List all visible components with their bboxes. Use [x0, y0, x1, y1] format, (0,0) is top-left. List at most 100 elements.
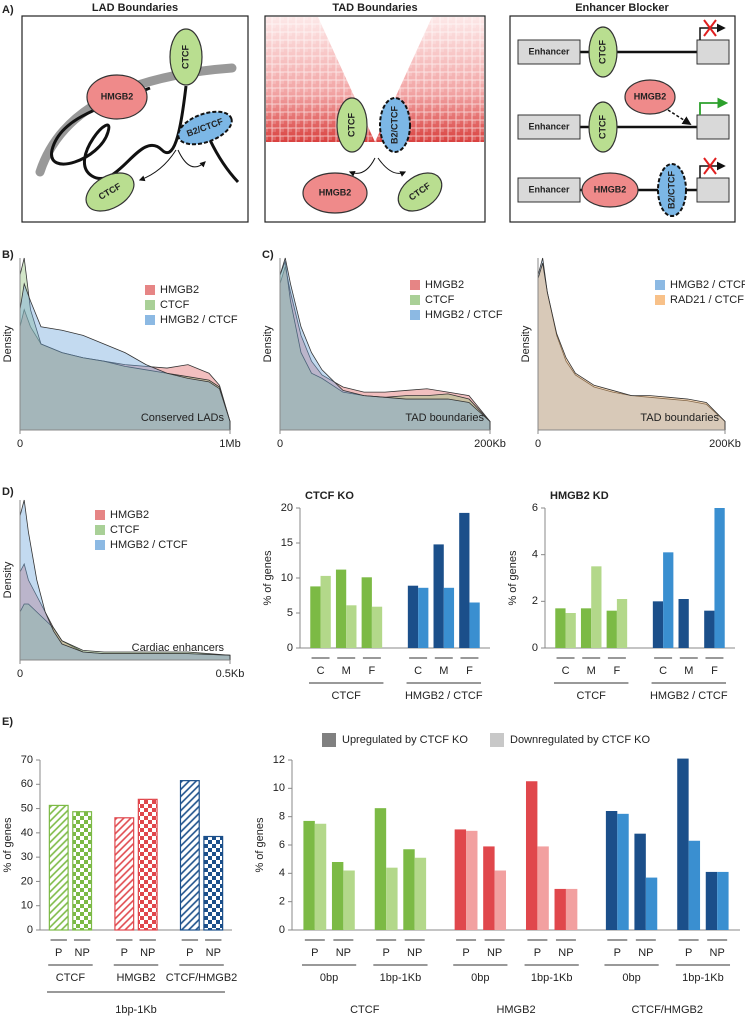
- bar: [678, 599, 689, 648]
- y-tick-label: 70: [21, 754, 33, 766]
- x-tick-label: P: [311, 947, 318, 959]
- legend-label: HMGB2: [425, 279, 464, 291]
- annotation: TAD boundaries: [405, 412, 484, 424]
- protein-label: B2/CTCF: [666, 170, 676, 209]
- y-tick-label: 8: [279, 811, 285, 823]
- hmgb2-protein: [302, 172, 368, 214]
- bar: [433, 544, 444, 648]
- x-tick-label: P: [685, 947, 692, 959]
- chromatin: [208, 139, 240, 184]
- group-label: 1bp-1Kb: [380, 972, 422, 984]
- bar: [717, 871, 729, 930]
- gene: [696, 177, 730, 203]
- y-axis-label: % of genes: [254, 817, 266, 873]
- bar: [310, 586, 321, 648]
- x-tick-label: NP: [487, 947, 502, 959]
- bar: [537, 846, 549, 930]
- bar: [371, 606, 383, 648]
- x-tick-label: 200Kb: [474, 438, 506, 450]
- gene: [696, 114, 730, 140]
- y-tick-label: 4: [279, 867, 285, 879]
- x-tick-label: 0: [277, 438, 283, 450]
- x-tick-label: NP: [710, 947, 725, 959]
- x-tick-label: 0: [535, 438, 541, 450]
- group-label: CTCF: [56, 972, 86, 984]
- b2-ctcf-protein: [657, 163, 687, 217]
- bar: [414, 857, 427, 930]
- legend-swatch: [145, 285, 155, 295]
- transcription-arrow: [699, 23, 726, 40]
- x-tick-label: NP: [336, 947, 351, 959]
- bar: [418, 587, 429, 648]
- bar: [605, 811, 618, 930]
- y-tick-label: 15: [281, 537, 293, 549]
- panel-label: B): [2, 249, 14, 261]
- y-axis-label: Density: [520, 325, 532, 362]
- x-tick-label: 200Kb: [709, 438, 741, 450]
- bar: [705, 871, 718, 930]
- y-tick-label: 0: [287, 642, 293, 654]
- bar: [617, 813, 629, 930]
- lad-diagram: HMGB2 CTCF B2/CTCF CTCF: [21, 15, 249, 223]
- y-tick-label: 0: [532, 642, 538, 654]
- bar: [374, 808, 387, 930]
- bar: [48, 804, 69, 931]
- density-area: [279, 266, 491, 431]
- bar: [343, 870, 355, 930]
- x-tick-label: F: [614, 665, 621, 677]
- group-label: HMGB2: [116, 972, 155, 984]
- bar: [652, 601, 664, 648]
- bar: [386, 867, 398, 930]
- bar: [704, 610, 715, 648]
- protein-label: CTCF: [180, 45, 190, 69]
- group-label: CTCF: [577, 690, 607, 702]
- y-tick-label: 10: [273, 782, 285, 794]
- y-tick-label: 6: [279, 839, 285, 851]
- y-tick-label: 12: [273, 754, 285, 766]
- legend-swatch: [145, 300, 155, 310]
- legend-swatch: [655, 280, 665, 290]
- box-title: Enhancer Blocker: [575, 2, 669, 14]
- arrow: [667, 109, 692, 125]
- x-tick-label: 0.5Kb: [216, 668, 245, 680]
- bar: [314, 823, 327, 930]
- y-tick-label: 2: [532, 595, 538, 607]
- y-axis-label: Density: [2, 325, 14, 362]
- legend-label: CTCF: [160, 299, 190, 311]
- enhancer-box: [517, 177, 581, 203]
- y-tick-label: 20: [21, 875, 33, 887]
- enhancer-label: Enhancer: [528, 46, 570, 56]
- legend-swatch: [655, 295, 665, 305]
- bar: [72, 811, 93, 931]
- enhancer-box: [517, 39, 581, 65]
- y-axis-label: % of genes: [507, 550, 519, 606]
- x-tick-label: C: [562, 665, 570, 677]
- arrow: [377, 157, 407, 177]
- x-tick-label: NP: [75, 947, 90, 959]
- protein-label: CTCF: [346, 113, 356, 137]
- legend-label: HMGB2: [160, 284, 199, 296]
- legend-label: HMGB2 / CTCF: [670, 279, 745, 291]
- bar: [114, 817, 135, 931]
- chart-title: CTCF KO: [305, 490, 354, 502]
- bar: [634, 833, 646, 930]
- legend-swatch: [410, 310, 420, 320]
- x-tick-label: P: [55, 947, 62, 959]
- group-label: 1bp-1Kb: [682, 972, 724, 984]
- x-tick-label: 0: [17, 668, 23, 680]
- b2-ctcf-protein: [177, 110, 233, 146]
- group-label: CTCF: [332, 690, 362, 702]
- x-tick-label: C: [659, 665, 667, 677]
- y-axis-label: % of genes: [262, 550, 274, 606]
- protein-label: HMGB2: [319, 187, 352, 197]
- legend-swatch: [95, 510, 105, 520]
- x-axis-label: 1bp-1Kb: [115, 1004, 157, 1016]
- x-tick-label: NP: [206, 947, 221, 959]
- bar: [580, 608, 592, 648]
- arrow: [348, 157, 376, 177]
- hmgb2-protein: [624, 79, 676, 115]
- chromatin: [50, 85, 188, 180]
- box-title: LAD Boundaries: [92, 2, 178, 14]
- legend-label: HMGB2 / CTCF: [160, 314, 238, 326]
- legend-label: HMGB2 / CTCF: [425, 309, 503, 321]
